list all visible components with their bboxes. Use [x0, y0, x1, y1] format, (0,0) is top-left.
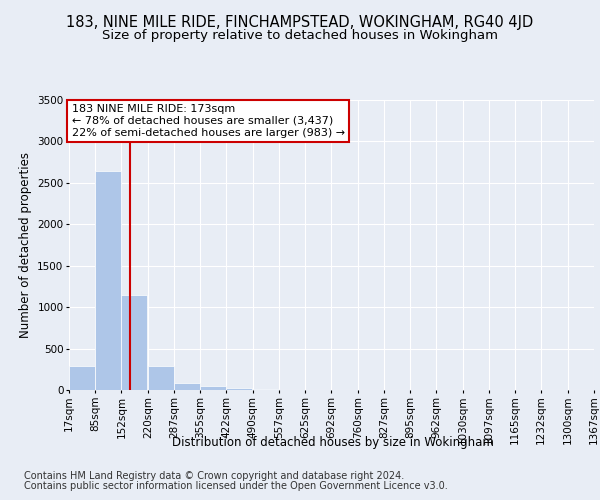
Text: Contains HM Land Registry data © Crown copyright and database right 2024.: Contains HM Land Registry data © Crown c…	[24, 471, 404, 481]
Bar	[174, 383, 200, 390]
Text: Contains public sector information licensed under the Open Government Licence v3: Contains public sector information licen…	[24, 481, 448, 491]
Bar	[253, 389, 279, 390]
Bar	[69, 366, 95, 390]
Bar	[226, 388, 253, 390]
Text: 183 NINE MILE RIDE: 173sqm
← 78% of detached houses are smaller (3,437)
22% of s: 183 NINE MILE RIDE: 173sqm ← 78% of deta…	[71, 104, 345, 138]
Bar	[121, 294, 148, 390]
Bar	[200, 386, 226, 390]
Text: Size of property relative to detached houses in Wokingham: Size of property relative to detached ho…	[102, 28, 498, 42]
Text: Distribution of detached houses by size in Wokingham: Distribution of detached houses by size …	[172, 436, 494, 449]
Text: 183, NINE MILE RIDE, FINCHAMPSTEAD, WOKINGHAM, RG40 4JD: 183, NINE MILE RIDE, FINCHAMPSTEAD, WOKI…	[67, 15, 533, 30]
Y-axis label: Number of detached properties: Number of detached properties	[19, 152, 32, 338]
Bar	[148, 366, 174, 390]
Bar	[95, 172, 121, 390]
